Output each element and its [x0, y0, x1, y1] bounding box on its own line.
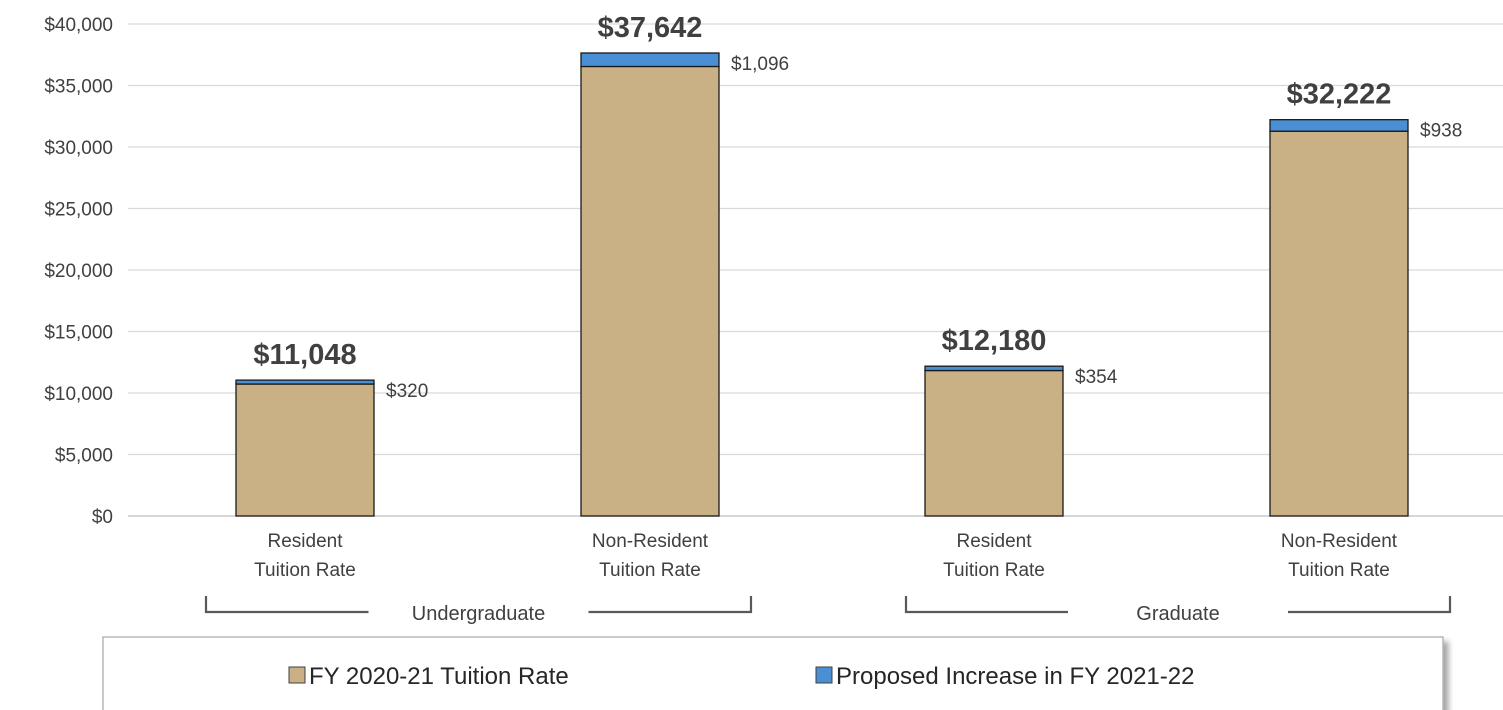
y-axis: $0 $5,000 $10,000 $15,000 $20,000 $25,000 $30,… — [44, 15, 113, 528]
y-tick-label: $0 — [92, 507, 113, 528]
increase-label: $1,096 — [731, 54, 789, 75]
legend: FY 2020-21 Tuition Rate Proposed Increase… — [102, 636, 1444, 710]
total-label: $12,180 — [942, 325, 1047, 357]
category-label: Tuition Rate — [254, 560, 356, 581]
increase-label: $354 — [1075, 367, 1118, 388]
bar-base — [1269, 130, 1409, 517]
y-tick-label: $20,000 — [44, 261, 113, 282]
legend-label: Proposed Increase in FY 2021-22 — [836, 663, 1194, 690]
category-label: Non-Resident — [592, 531, 709, 552]
y-tick-label: $35,000 — [44, 77, 113, 98]
data-labels: $11,048 $320 $37,642 $1,096 $12,180 $354 $32,2… — [253, 12, 1462, 402]
y-tick-label: $15,000 — [44, 323, 113, 344]
legend-swatch — [815, 666, 833, 684]
increase-label: $938 — [1420, 121, 1462, 142]
y-tick-label: $30,000 — [44, 138, 113, 159]
bar-base — [235, 383, 375, 517]
y-tick-label: $10,000 — [44, 384, 113, 405]
bar-increase — [580, 52, 720, 68]
category-label: Resident — [957, 531, 1033, 552]
increase-label: $320 — [386, 381, 428, 402]
category-groups: Undergraduate Graduate — [204, 596, 1452, 625]
category-label: Tuition Rate — [1288, 560, 1390, 581]
category-label: Tuition Rate — [943, 560, 1045, 581]
bar-base — [580, 65, 720, 517]
bar-increase — [924, 365, 1064, 372]
legend-label: FY 2020-21 Tuition Rate — [309, 663, 569, 690]
total-label: $37,642 — [598, 12, 703, 44]
group-bracket — [204, 596, 369, 614]
y-tick-label: $5,000 — [55, 446, 113, 467]
bars — [235, 52, 1409, 517]
bar-base — [924, 369, 1064, 517]
category-label: Tuition Rate — [599, 560, 701, 581]
category-label: Non-Resident — [1281, 531, 1398, 552]
total-label: $11,048 — [253, 339, 356, 371]
bar-increase — [235, 379, 375, 385]
legend-swatch — [288, 666, 306, 684]
group-bracket — [1288, 596, 1452, 614]
group-label: Graduate — [1136, 603, 1219, 625]
total-label: $32,222 — [1287, 79, 1392, 111]
x-axis: Resident Tuition Rate Non-Resident Tuition … — [254, 531, 1398, 581]
bar-increase — [1269, 119, 1409, 132]
y-tick-label: $40,000 — [44, 15, 113, 36]
group-bracket — [904, 596, 1068, 614]
y-tick-label: $25,000 — [44, 200, 113, 221]
category-label: Resident — [268, 531, 344, 552]
group-bracket — [588, 596, 753, 614]
legend-box — [102, 636, 1444, 710]
group-label: Undergraduate — [412, 603, 545, 625]
